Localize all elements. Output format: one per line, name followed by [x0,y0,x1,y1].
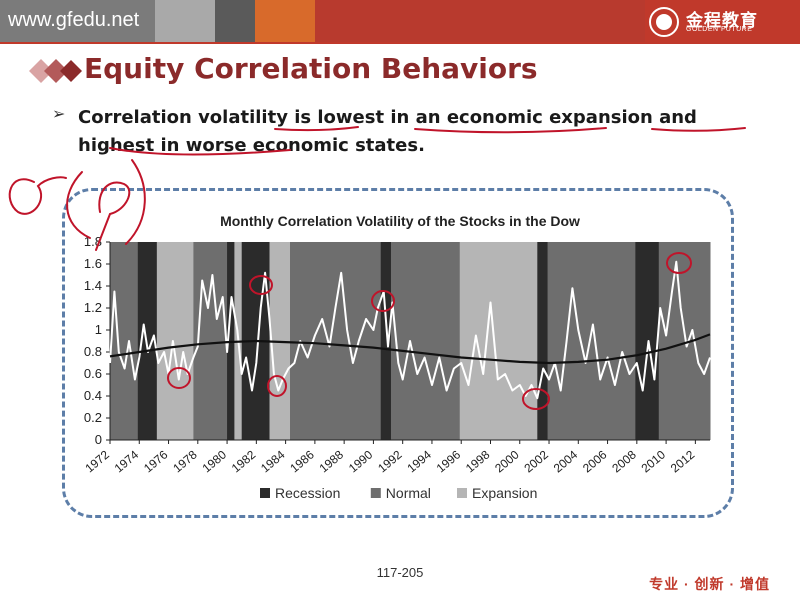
regime-band-recession [537,242,549,440]
bullet-part: Correlation volatility [78,107,295,128]
y-tick-label: 0.8 [84,344,102,359]
series-line-trend [109,333,711,365]
x-tick-label: 2012 [668,447,698,475]
regime-band-normal [290,242,382,440]
slogan: 专业 · 创新 · 增值 [649,576,770,592]
bullet-part: in an [384,107,447,128]
x-tick-label: 1976 [141,447,171,475]
x-tick-label: 1980 [200,447,230,475]
bullet-text: Correlation volatility is lowest in an e… [78,104,768,160]
logo-subtext: GOLDEN FUTURE [686,26,753,33]
y-tick-label: 1.6 [84,256,102,271]
correlation-chart: Monthly Correlation Volatility of the St… [82,213,711,501]
bullet-part: worse economic states. [179,135,425,156]
y-tick-label: 0.2 [84,410,102,425]
x-tick-label: 2008 [609,447,639,475]
site-url[interactable]: www.gfedu.net [8,9,140,31]
sigma-stroke [8,176,67,215]
legend-label: Recession [275,485,340,501]
x-tick-label: 2006 [580,447,610,475]
bullet-part-emphasis: economic expansion [446,107,653,128]
x-tick-label: 1990 [346,447,376,475]
x-tick-label: 1998 [463,447,493,475]
x-tick-label: 1972 [82,447,112,475]
regime-band-normal [110,242,139,440]
x-tick-label: 1994 [404,447,434,475]
bullet-part-emphasis: is lowest [294,107,385,128]
regime-band-recession [137,242,158,440]
regime-band-expansion [156,242,194,440]
header-bar: www.gfedu.net 金程教育 GOLDEN FUTURE [0,0,800,42]
x-tick-label: 2010 [639,447,669,475]
legend-label: Normal [386,485,431,501]
y-tick-label: 1.2 [84,300,102,315]
title-diamond-icon [29,59,82,83]
legend-swatch [370,488,381,498]
bullet-part-emphasis: highest in [78,135,180,156]
y-tick-label: 1.8 [84,234,102,249]
regime-band-normal [390,242,461,440]
regime-band-recession [380,242,392,440]
page-number: 117-205 [376,565,424,580]
x-tick-label: 2000 [492,447,522,475]
seal-icon [649,7,679,37]
header-segment [215,0,255,42]
x-tick-label: 2002 [521,447,551,475]
x-tick-label: 1984 [258,447,288,475]
logo-text: 金程教育 [686,11,758,30]
company-logo: 金程教育 GOLDEN FUTURE [648,6,778,38]
legend-swatch [260,488,270,498]
header-segment [255,0,315,42]
x-tick-label: 1978 [170,447,200,475]
legend: Recession Normal Expansion [260,485,537,501]
regime-band-normal [658,242,711,440]
y-tick-label: 1.4 [84,278,102,293]
legend-label: Expansion [472,485,537,501]
x-tick-label: 2004 [551,447,581,475]
x-tick-label: 1996 [434,447,464,475]
legend-swatch [457,488,467,498]
y-tick-label: 0.6 [84,366,102,381]
x-tick-label: 1974 [112,447,142,475]
x-tick-label: 1982 [229,447,259,475]
page-title: Equity Correlation Behaviors [84,52,538,85]
header-divider [0,42,800,44]
chart-title: Monthly Correlation Volatility of the St… [220,213,580,229]
regime-band-expansion [459,242,538,440]
y-tick-label: 1 [95,322,102,337]
bullet-part: and [652,107,697,128]
bullet-arrow-icon: ➢ [52,106,66,123]
regime-band-normal [547,242,636,440]
y-tick-label: 0 [95,432,102,447]
x-tick-label: 1988 [317,447,347,475]
regime-band-recession [635,242,660,440]
chart-frame [62,188,734,518]
y-tick-label: 0.4 [84,388,102,403]
x-tick-label: 1986 [287,447,317,475]
header-segment [315,0,645,42]
x-tick-label: 1992 [375,447,405,475]
header-segment [155,0,215,42]
